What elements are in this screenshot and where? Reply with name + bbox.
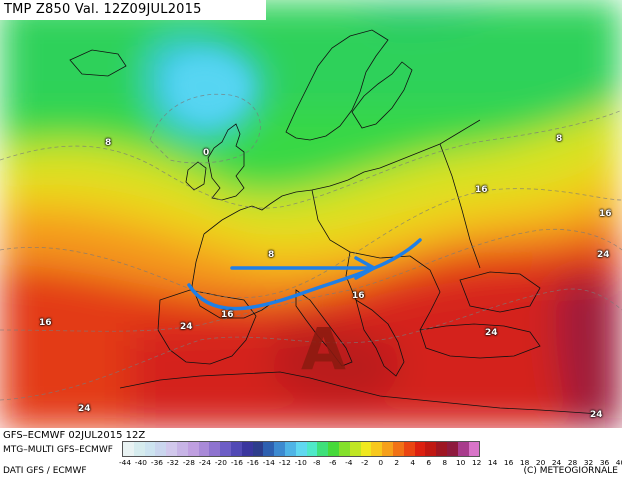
legend-swatch [241,442,253,456]
legend-swatch [284,442,296,456]
legend-swatch [468,442,480,456]
data-source: DATI GFS / ECMWF [3,466,87,476]
jet-arrow-curved [187,238,422,311]
legend-value: -32 [166,458,179,467]
legend-swatch [392,442,404,456]
legend-value: 10 [455,458,466,467]
legend-value: -16 [230,458,243,467]
legend-value: 18 [519,458,530,467]
legend-swatch [317,442,329,456]
high-pressure-label: A [301,315,346,383]
legend-value: -4 [345,458,353,467]
legend-swatch [457,442,469,456]
legend-value: -16 [246,458,259,467]
legend-swatch [263,442,275,456]
map-title: TMP Z850 Val. 12Z09JUL2015 [4,2,202,17]
isotherm-label: 16 [221,310,234,320]
legend-swatch [414,442,426,456]
isotherms [0,93,622,401]
isotherm-label: 24 [180,322,193,332]
legend-swatch [123,442,134,456]
flow-arrows [187,238,422,311]
legend-value: -2 [361,458,369,467]
legend-swatch [155,442,167,456]
legend-value: -8 [313,458,321,467]
legend-swatch [252,442,264,456]
model-run: GFS–ECMWF 02JUL2015 12Z [3,430,146,441]
isotherm-label: 8 [105,138,112,148]
legend-value: -40 [134,458,147,467]
legend-value: 6 [426,458,432,467]
legend-swatch [328,442,339,456]
legend-swatch [209,442,221,456]
legend-value: 28 [567,458,578,467]
legend-swatch [446,442,458,456]
isotherm-label: 8 [556,134,563,144]
legend-value: 0 [378,458,384,467]
legend-value: -6 [329,458,337,467]
coastlines [69,29,601,415]
isotherm-label: 8 [268,250,275,260]
legend-value: -10 [294,458,307,467]
legend-value: -14 [262,458,275,467]
legend-swatch [360,442,372,456]
legend-value: 24 [551,458,562,467]
legend-value: 12 [471,458,482,467]
copyright: (C) METEOGIORNALE [523,466,618,476]
isotherm-label: 16 [599,209,612,219]
legend-value: 2 [394,458,400,467]
legend-value: 20 [535,458,546,467]
legend-value: -36 [150,458,163,467]
legend-value: 40 [615,458,622,467]
legend-swatch [349,442,361,456]
model-subtitle: MTG–MULTI GFS–ECMWF [3,445,113,455]
arrow-head [354,256,378,280]
legend-value: 8 [442,458,448,467]
isotherm-label: 16 [352,291,365,301]
legend-value: -28 [182,458,195,467]
legend-swatch [425,442,437,456]
legend-swatch [436,442,447,456]
legend-value: 16 [503,458,514,467]
isotherm-label: 24 [590,410,603,420]
title-bar: TMP Z850 Val. 12Z09JUL2015 [0,0,266,20]
legend-labels: -44 -40 -36 -32 -28 -24 -20 -16 -16 -14 -12 -10 -8 -6… [114,458,622,470]
legend-value: -24 [198,458,211,467]
isotherm-label: 24 [485,328,498,338]
legend-swatch [306,442,318,456]
legend-value: 14 [487,458,498,467]
legend-swatch [371,442,383,456]
legend-swatch [230,442,242,456]
legend-swatch [187,442,199,456]
temperature-shading [0,0,622,430]
legend-value: -20 [214,458,227,467]
legend-swatch [338,442,350,456]
legend-value: -12 [278,458,291,467]
cold-pool [170,55,249,122]
isotherm-label: 16 [475,185,488,195]
legend-swatch [382,442,393,456]
legend-swatch [295,442,307,456]
legend-swatch [144,442,156,456]
legend-value: 32 [583,458,594,467]
legend-swatch [274,442,285,456]
legend-swatch [133,442,145,456]
isotherm-label: 24 [597,250,610,260]
legend-value: 36 [599,458,610,467]
legend-value: 4 [410,458,416,467]
isotherm-label: 0 [203,148,210,158]
legend-value: -44 [118,458,132,467]
isotherm-label: 24 [78,404,91,414]
isotherm-label: 16 [39,318,52,328]
legend-swatch [198,442,210,456]
color-legend [122,441,481,457]
legend-swatch [220,442,231,456]
legend-swatch [403,442,415,456]
legend-swatch [166,442,177,456]
legend-swatch [176,442,188,456]
